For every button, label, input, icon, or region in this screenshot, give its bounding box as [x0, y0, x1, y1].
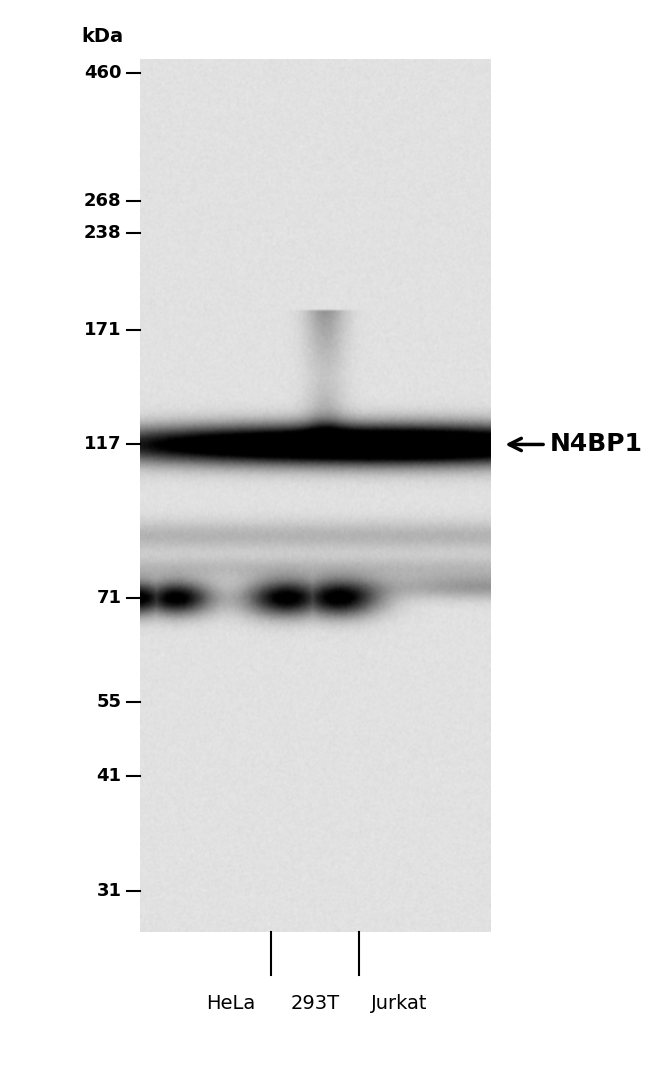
Text: 293T: 293T — [291, 994, 340, 1013]
Text: 171: 171 — [84, 321, 122, 338]
Text: Jurkat: Jurkat — [371, 994, 428, 1013]
Text: N4BP1: N4BP1 — [549, 433, 642, 456]
Text: 460: 460 — [84, 64, 122, 81]
Text: HeLa: HeLa — [207, 994, 255, 1013]
Text: 41: 41 — [97, 768, 122, 785]
Text: 55: 55 — [97, 693, 122, 710]
Text: kDa: kDa — [81, 27, 124, 46]
Text: 238: 238 — [84, 225, 122, 242]
Text: 31: 31 — [97, 883, 122, 900]
Text: 71: 71 — [97, 589, 122, 606]
Text: 268: 268 — [84, 193, 122, 210]
Text: 117: 117 — [84, 436, 122, 453]
